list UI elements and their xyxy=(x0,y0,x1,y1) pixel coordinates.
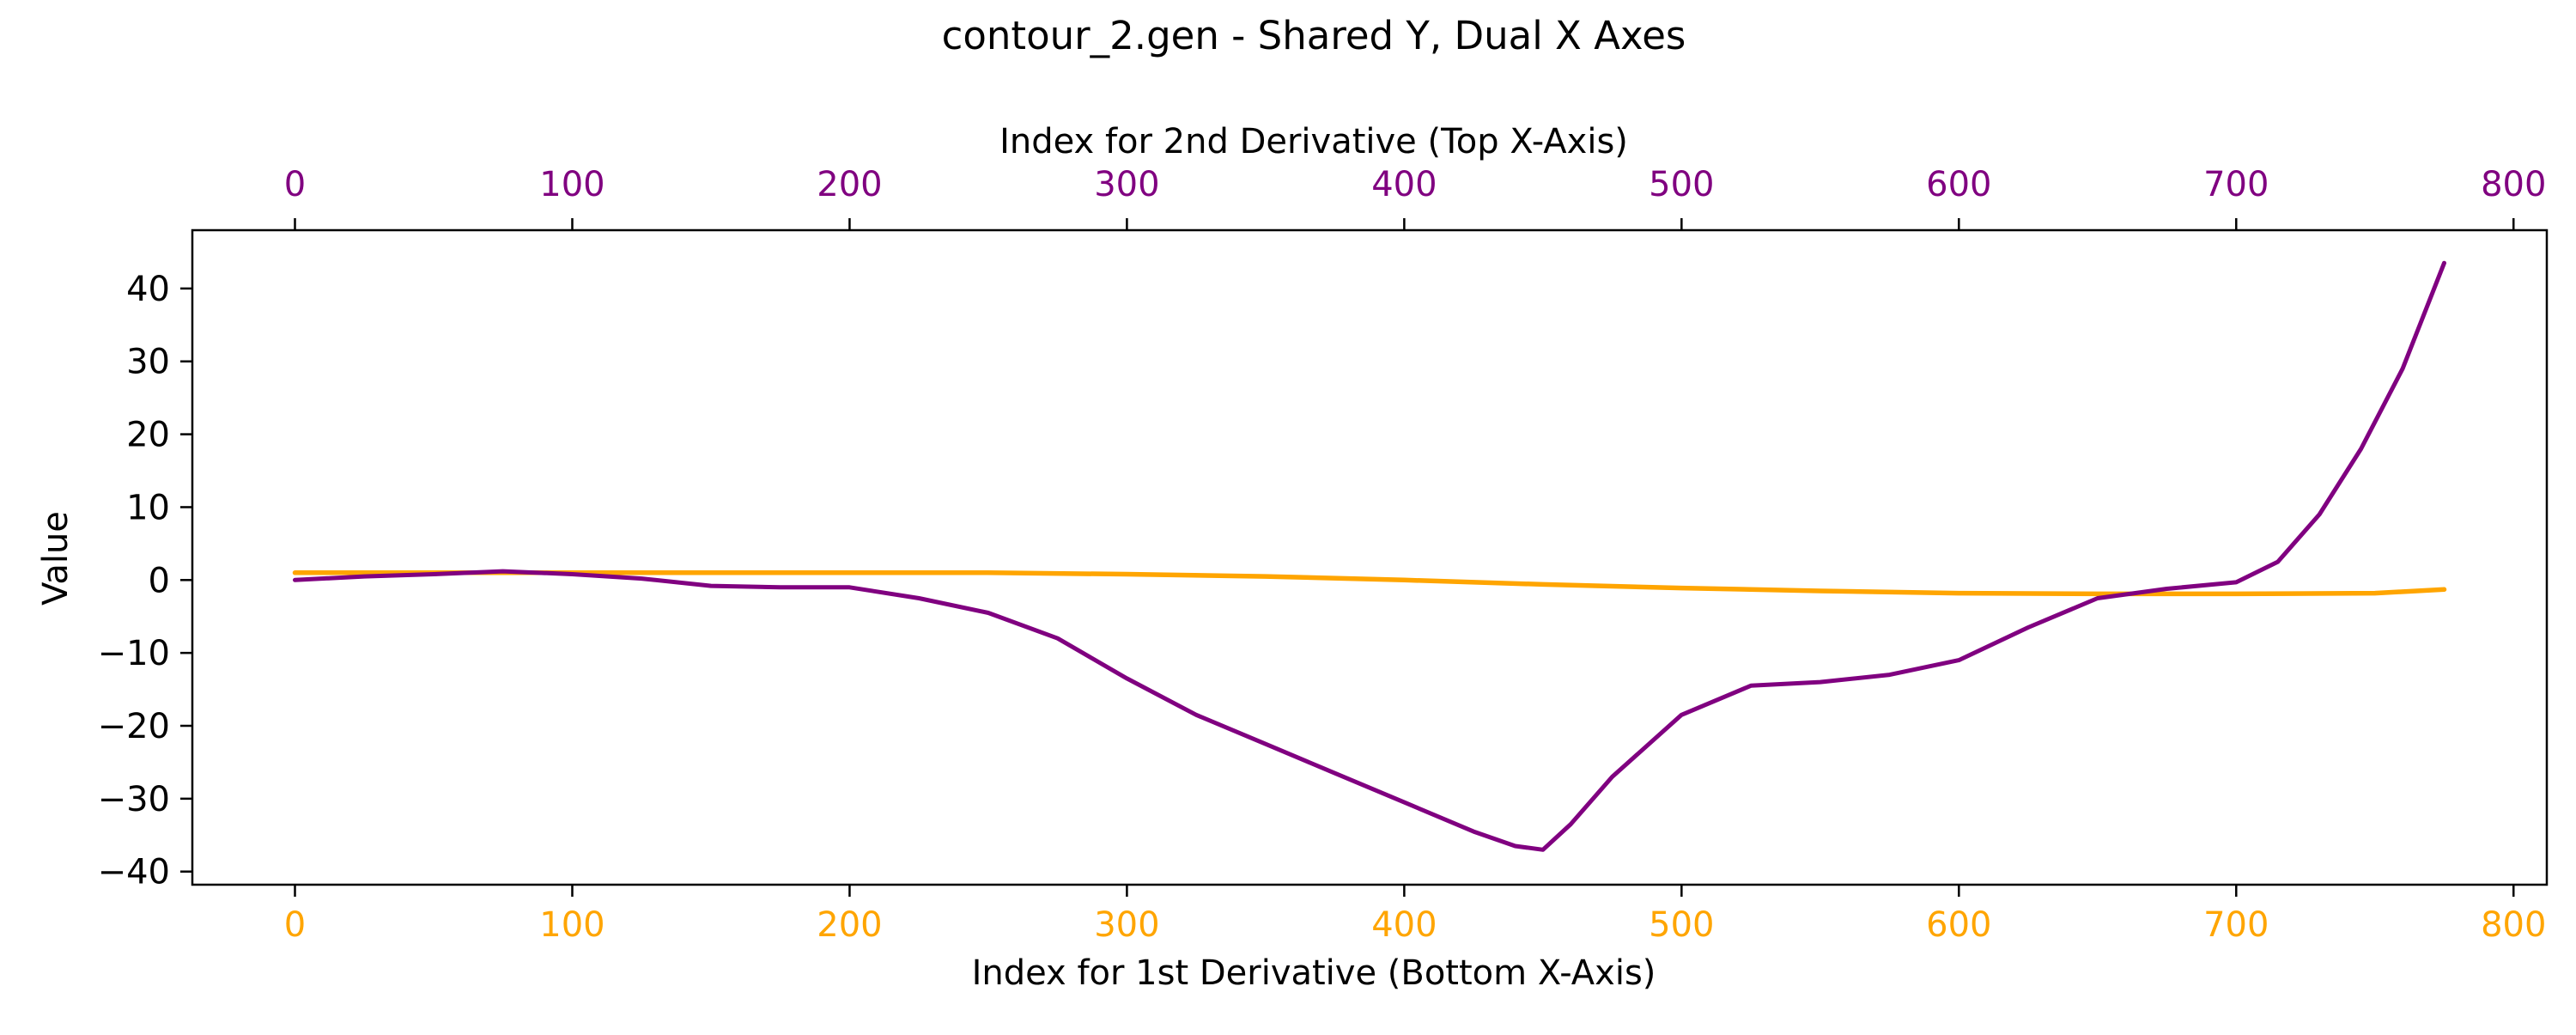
y-tick-label: 30 xyxy=(126,343,170,382)
top-x-tick-label: 700 xyxy=(2203,165,2269,204)
bottom-x-tick-label: 200 xyxy=(817,905,882,945)
chart-title: contour_2.gen - Shared Y, Dual X Axes xyxy=(942,13,1686,58)
y-axis-label: Value xyxy=(36,511,76,606)
bottom-x-tick-label: 300 xyxy=(1094,905,1159,945)
bottom-x-tick-label: 600 xyxy=(1926,905,1991,945)
bottom-x-tick-label: 800 xyxy=(2481,905,2546,945)
y-tick-label: 0 xyxy=(149,561,170,600)
bottom-x-tick-label: 500 xyxy=(1649,905,1714,945)
bottom-x-tick-label: 400 xyxy=(1371,905,1437,945)
top-x-tick-label: 800 xyxy=(2481,165,2546,204)
top-x-tick-label: 100 xyxy=(539,165,605,204)
y-tick-label: −10 xyxy=(98,634,170,673)
y-tick-label: 40 xyxy=(126,270,170,309)
top-x-tick-label: 0 xyxy=(284,165,306,204)
y-tick-label: 10 xyxy=(126,488,170,527)
bottom-x-axis-label: Index for 1st Derivative (Bottom X-Axis) xyxy=(972,953,1656,993)
second-derivative-line xyxy=(293,260,2446,852)
bottom-x-tick-label: 0 xyxy=(284,905,306,945)
y-tick-label: −30 xyxy=(98,780,170,819)
top-x-tick-label: 600 xyxy=(1926,165,1991,204)
top-x-tick-label: 200 xyxy=(817,165,882,204)
top-x-tick-label: 400 xyxy=(1371,165,1437,204)
y-tick-label: −20 xyxy=(98,707,170,746)
plot-area: 0010010020020030030040040050050060060070… xyxy=(98,165,2549,945)
plot-frame xyxy=(191,228,2549,886)
y-tick-label: 20 xyxy=(126,416,170,455)
top-x-tick-label: 500 xyxy=(1649,165,1714,204)
y-tick-label: −40 xyxy=(98,853,170,892)
bottom-x-tick-label: 100 xyxy=(539,905,605,945)
top-x-tick-label: 300 xyxy=(1094,165,1159,204)
bottom-x-tick-label: 700 xyxy=(2203,905,2269,945)
top-x-axis-label: Index for 2nd Derivative (Top X-Axis) xyxy=(999,122,1628,161)
